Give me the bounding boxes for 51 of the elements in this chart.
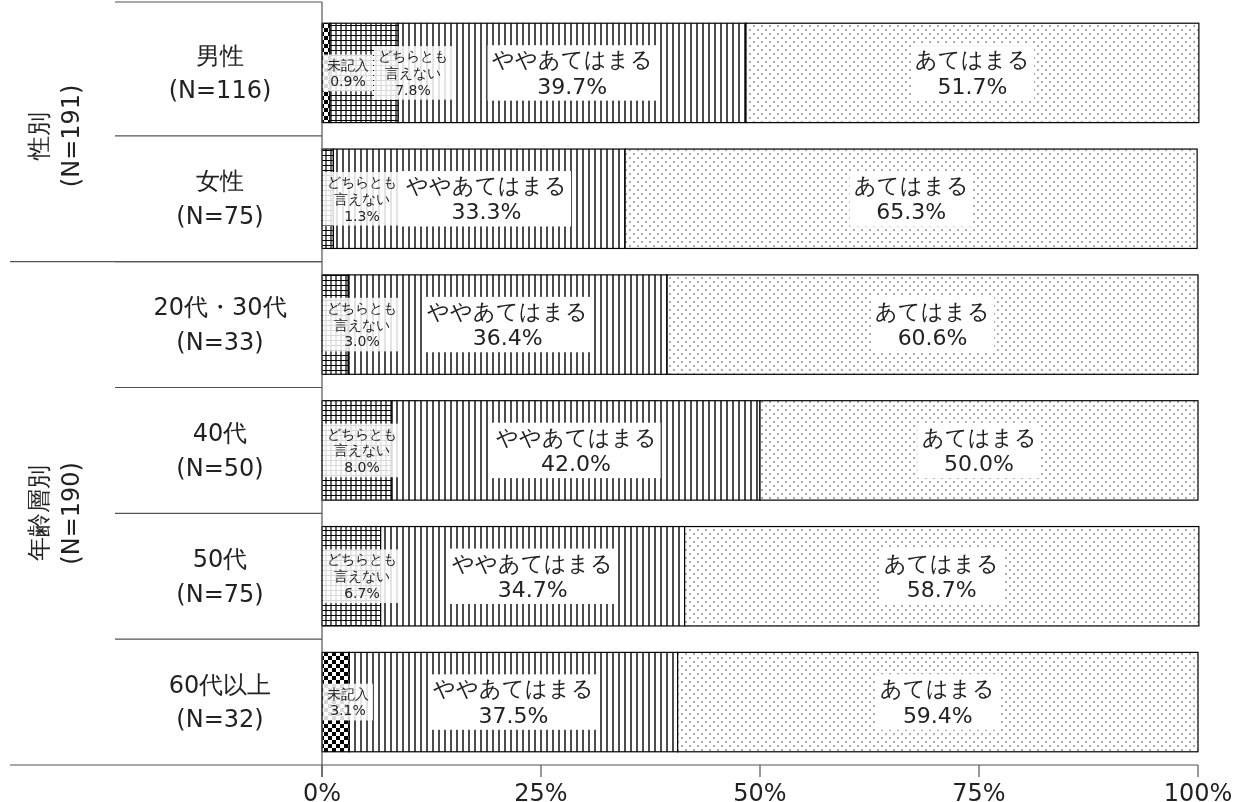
data-label: 51.7% (937, 73, 1008, 99)
data-label: 34.7% (497, 576, 568, 602)
series-label: 未記入 (327, 685, 369, 702)
data-label: 0.9% (330, 73, 366, 90)
data-label: 8.0% (344, 459, 380, 476)
data-label: 39.7% (537, 73, 608, 99)
text: あてはまる (921, 424, 1037, 450)
text: どちらとも言えない (327, 299, 397, 333)
y-tick-label: 50代 (N=75) (176, 544, 264, 608)
text: ややあてはまる (452, 550, 614, 576)
text: どちらとも言えない (327, 551, 397, 585)
text: 未記入 (327, 56, 369, 73)
series-label: どちらとも言えない (327, 425, 397, 459)
data-label: 7.8% (395, 81, 431, 98)
text: あてはまる (880, 676, 996, 702)
text: 性別 (N=191) (25, 84, 85, 188)
data-label: 6.7% (344, 585, 380, 602)
y-tick-label: 60代以上 (N=32) (168, 670, 272, 734)
data-label: 3.0% (344, 333, 380, 350)
text: 年齢層別 (N=190) (25, 462, 85, 565)
y-tick-label: 女性 (N=75) (176, 167, 264, 231)
data-label: 37.5% (478, 702, 549, 728)
text: ややあてはまる (432, 676, 594, 702)
x-tick-label: 50% (733, 779, 787, 802)
data-label: 42.0% (541, 451, 611, 477)
text: ややあてはまる (427, 298, 589, 324)
series-label: あてはまる (853, 173, 969, 199)
x-tick-label: 100% (1163, 779, 1233, 802)
data-label: 65.3% (876, 199, 947, 225)
text: ややあてはまる (495, 424, 657, 450)
text: どちらとも言えない (327, 173, 397, 207)
series-label: ややあてはまる (406, 173, 567, 199)
text: あてはまる (914, 47, 1030, 73)
text: ややあてはまる (491, 47, 653, 73)
y-tick-label: 20代・30代 (N=33) (153, 293, 287, 356)
x-tick-label: 25% (514, 779, 568, 802)
text: あてはまる (884, 550, 1000, 576)
x-tick-label: 75% (952, 779, 1006, 802)
y-tick-label: 男性 (N=116) (168, 41, 272, 105)
x-tick-label: 0% (302, 779, 342, 802)
data-label: 1.3% (344, 207, 380, 224)
text: どちらとも言えない (378, 48, 448, 81)
data-label: 59.4% (902, 702, 973, 728)
y-tick-label: 40代 (N=50) (176, 419, 264, 482)
data-label: 58.7% (906, 576, 977, 602)
data-label: 50.0% (944, 451, 1014, 477)
data-label: 60.6% (897, 325, 968, 351)
data-label: 33.3% (451, 199, 522, 225)
text: あてはまる (875, 298, 991, 324)
data-label: 3.1% (330, 702, 366, 719)
data-label: 36.4% (472, 325, 543, 351)
